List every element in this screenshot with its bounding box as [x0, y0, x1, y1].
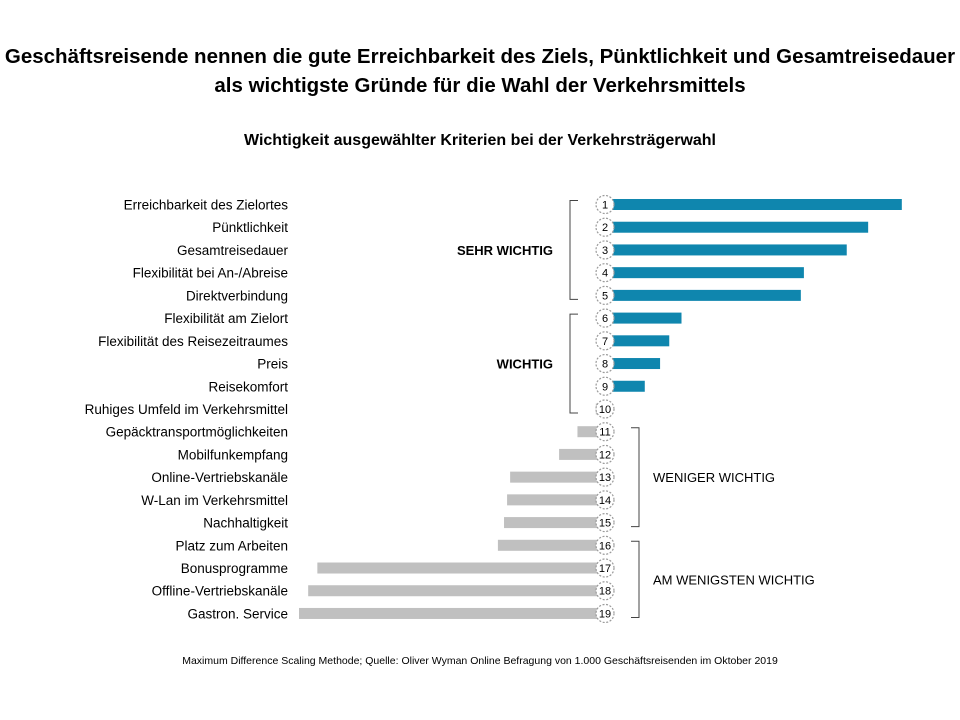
category-label: Erreichbarkeit des Zielortes	[124, 198, 289, 213]
rank-marker	[595, 194, 615, 215]
category-label: Reisekomfort	[208, 379, 288, 394]
rank-label: 11	[599, 427, 610, 439]
rank-marker	[595, 581, 615, 601]
group-bracket	[631, 427, 640, 528]
category-label: W-Lan im Verkehrsmittel	[141, 493, 288, 508]
rank-label: 5	[602, 290, 608, 302]
page-title: Geschäftsreisende nennen die gute Erreic…	[4, 45, 956, 97]
category-label: Preis	[257, 357, 288, 372]
category-label: Platz zum Arbeiten	[175, 538, 288, 553]
bar	[497, 539, 605, 551]
rank-marker	[595, 331, 615, 351]
bar	[605, 244, 847, 256]
rank-label: 2	[602, 222, 608, 234]
rank-marker	[595, 444, 615, 465]
rank-marker	[595, 217, 615, 237]
rank-label: 19	[599, 608, 611, 620]
rank-marker	[595, 353, 615, 374]
rank-label: 4	[602, 268, 608, 280]
rank-marker	[595, 512, 615, 533]
rank-label: 3	[602, 245, 608, 257]
bar	[605, 312, 682, 324]
rank-marker	[595, 285, 615, 305]
rank-marker	[595, 422, 615, 442]
category-label: Gesamtreisedauer	[177, 243, 289, 258]
category-label: Mobilfunkempfang	[178, 447, 288, 462]
group-label: WENIGER WICHTIG	[653, 470, 775, 485]
rank-label: 12	[599, 449, 611, 461]
bar	[308, 585, 605, 597]
source-footnote: Maximum Difference Scaling Methode; Quel…	[182, 655, 778, 667]
bar	[559, 448, 605, 460]
group-bracket	[569, 200, 578, 300]
group-bracket	[631, 540, 640, 618]
rank-label: 13	[599, 472, 611, 484]
rank-marker	[595, 399, 615, 419]
rank-marker	[595, 490, 615, 510]
rank-label: 15	[599, 518, 611, 530]
bar	[299, 607, 605, 619]
bar	[510, 471, 605, 483]
rank-label: 17	[599, 563, 611, 575]
rank-label: 14	[599, 495, 611, 507]
category-label: Online-Vertriebskanäle	[151, 470, 288, 485]
category-label: Flexibilität des Reisezeitraumes	[98, 334, 288, 349]
rank-marker	[595, 535, 615, 555]
category-label: Ruhiges Umfeld im Verkehrsmittel	[85, 402, 288, 417]
category-label: Flexibilität am Zielort	[164, 311, 288, 326]
group-bracket	[569, 313, 578, 414]
group-label: SEHR WICHTIG	[457, 243, 553, 258]
bar	[605, 221, 869, 233]
rank-label: 8	[602, 359, 608, 371]
rank-label: 9	[602, 381, 608, 393]
category-label: Flexibilität bei An-/Abreise	[133, 266, 288, 281]
bar	[605, 380, 645, 392]
rank-label: 1	[602, 200, 608, 212]
bar	[504, 517, 605, 529]
rank-marker	[595, 558, 615, 578]
category-label: Pünktlichkeit	[212, 220, 288, 235]
category-label: Gastron. Service	[187, 606, 288, 621]
rank-marker	[595, 308, 615, 328]
bar	[605, 358, 661, 370]
rank-label: 16	[599, 540, 611, 552]
rank-label: 6	[602, 313, 608, 325]
rank-label: 10	[599, 404, 611, 416]
rank-marker	[595, 603, 615, 624]
rank-label: 18	[599, 586, 611, 598]
bar	[605, 335, 670, 347]
bar	[577, 426, 605, 438]
rank-label: 7	[602, 336, 608, 348]
category-label: Direktverbindung	[186, 288, 288, 303]
category-label: Offline-Vertriebskanäle	[152, 584, 288, 599]
bar	[605, 199, 902, 210]
bar	[605, 289, 801, 301]
category-label: Nachhaltigkeit	[203, 516, 288, 531]
rank-marker	[595, 467, 615, 487]
category-label: Bonusprogramme	[181, 561, 288, 576]
chart-subtitle: Wichtigkeit ausgewählter Kriterien bei d…	[243, 132, 716, 149]
category-label: Gepäcktransportmöglichkeiten	[106, 425, 288, 440]
rank-marker	[595, 263, 615, 283]
rank-marker	[595, 240, 615, 260]
rank-marker	[595, 376, 615, 396]
bar	[317, 562, 605, 574]
group-label: AM WENIGSTEN WICHTIG	[653, 572, 815, 587]
bar	[605, 267, 804, 279]
group-label: WICHTIG	[497, 357, 553, 372]
bar	[507, 494, 605, 506]
